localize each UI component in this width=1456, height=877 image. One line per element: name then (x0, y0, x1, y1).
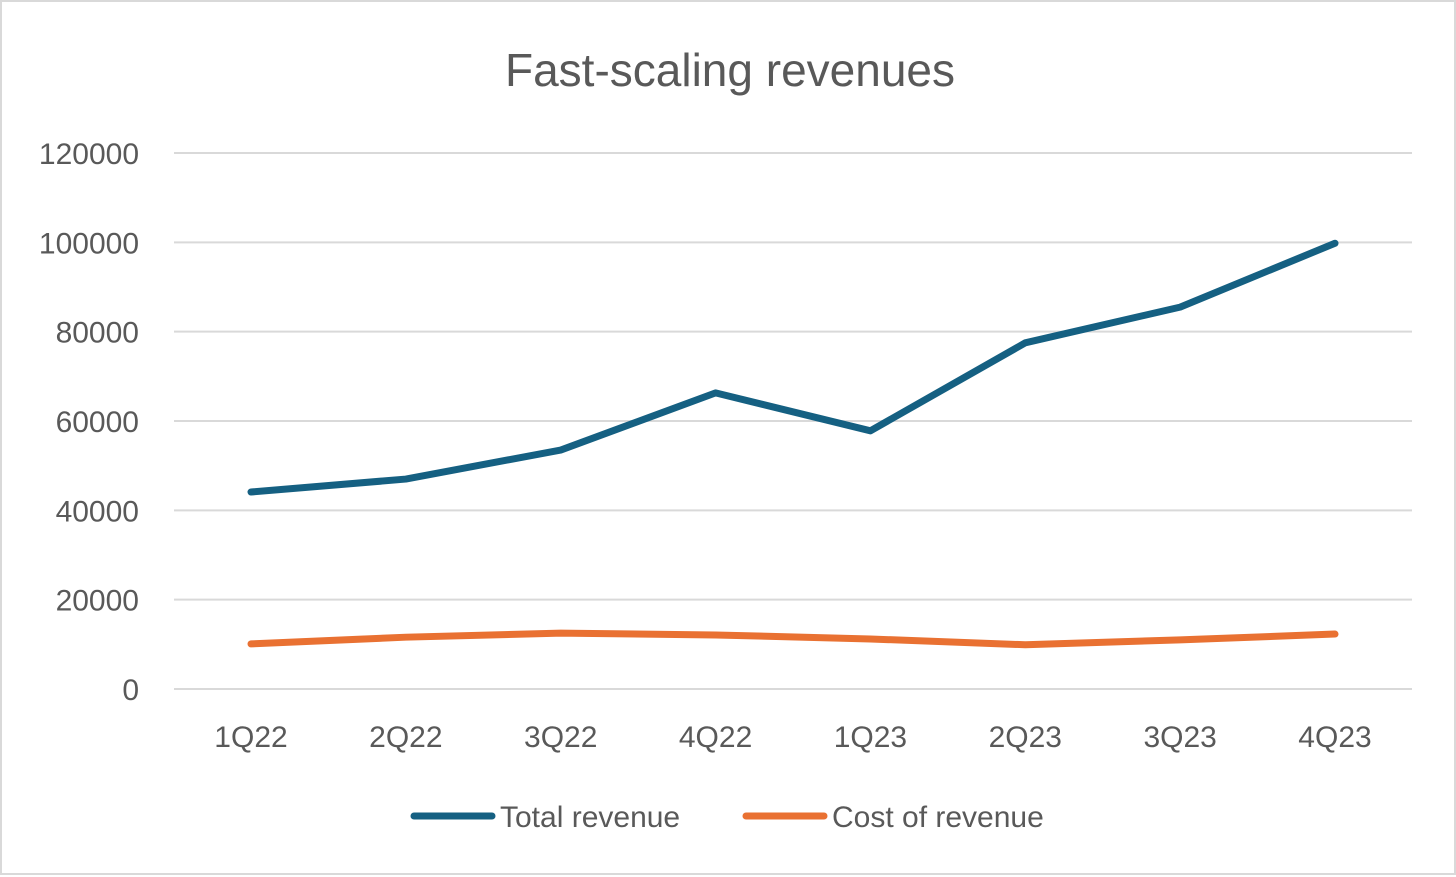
y-tick-label: 100000 (39, 227, 139, 260)
y-tick-label: 0 (122, 674, 139, 707)
x-tick-label: 1Q23 (834, 721, 907, 754)
legend-label: Total revenue (500, 801, 680, 834)
y-tick-label: 20000 (56, 585, 139, 618)
series-line-cost-of-revenue (251, 633, 1335, 645)
x-tick-label: 3Q23 (1143, 721, 1216, 754)
chart-title: Fast-scaling revenues (505, 44, 955, 96)
series-line-total-revenue (251, 243, 1335, 492)
y-tick-label: 80000 (56, 317, 139, 350)
x-tick-label: 2Q22 (369, 721, 442, 754)
x-tick-label: 4Q22 (679, 721, 752, 754)
y-tick-label: 40000 (56, 495, 139, 528)
y-tick-label: 60000 (56, 406, 139, 439)
y-tick-label: 120000 (39, 138, 139, 171)
x-tick-label: 3Q22 (524, 721, 597, 754)
x-tick-label: 1Q22 (214, 721, 287, 754)
x-tick-label: 4Q23 (1298, 721, 1371, 754)
x-tick-label: 2Q23 (989, 721, 1062, 754)
legend-label: Cost of revenue (832, 801, 1044, 834)
